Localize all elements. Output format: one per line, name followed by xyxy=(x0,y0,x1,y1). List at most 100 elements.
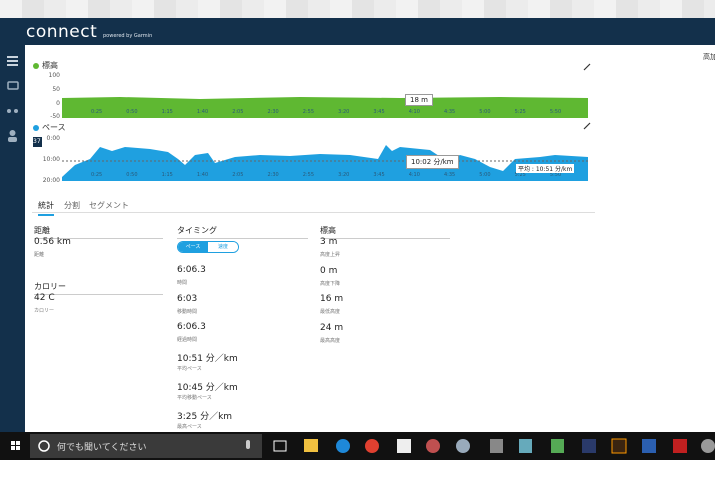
x-axis-label: 0:25 xyxy=(91,172,103,178)
tab-divider xyxy=(32,212,595,213)
stat-label: 平均ペース xyxy=(177,366,202,373)
connections-icon[interactable] xyxy=(7,109,18,113)
tab[interactable]: 分割 xyxy=(64,201,80,210)
toggle[interactable]: ペース 速度 xyxy=(177,241,239,253)
task-view[interactable] xyxy=(273,440,287,452)
logo: connect xyxy=(26,22,98,42)
stat-label: 最低高度 xyxy=(320,309,341,316)
stat-label: カロリー xyxy=(34,308,55,314)
x-axis-label: 1:40 xyxy=(196,172,209,178)
right-panel-label: 高加 xyxy=(703,53,715,61)
sidebar xyxy=(0,45,25,432)
stat-value: 0.56 km xyxy=(34,237,71,247)
mic-icon[interactable] xyxy=(246,440,250,449)
search-placeholder: 何でも聞いてください xyxy=(57,443,147,453)
x-axis-label: 5:25 xyxy=(514,172,526,178)
y-axis-label: 100 xyxy=(48,72,60,79)
badge: 37 xyxy=(33,137,42,147)
stat-label: 最高ペース xyxy=(177,423,202,430)
pace-dot xyxy=(33,125,39,131)
x-axis-label: 2:30 xyxy=(267,172,279,178)
x-axis-label: 5:00 xyxy=(479,109,491,115)
chart-title: 標高 xyxy=(42,61,58,70)
toggle-option: ペース xyxy=(178,242,208,252)
section-heading: カロリー xyxy=(34,281,163,295)
x-axis-label: 2:05 xyxy=(232,109,244,115)
x-axis-label: 3:20 xyxy=(338,172,350,178)
x-axis-label: 5:25 xyxy=(514,109,526,115)
app-icons[interactable] xyxy=(304,438,715,454)
x-axis-label: 2:30 xyxy=(267,109,279,115)
x-axis-label: 2:55 xyxy=(302,109,315,115)
stat-label: 時間 xyxy=(177,280,188,286)
toggle-option: 速度 xyxy=(208,242,238,252)
tooltip: 10:02 分/km xyxy=(406,155,459,169)
x-axis-label: 0:50 xyxy=(126,172,138,178)
profile-icon[interactable] xyxy=(8,130,17,142)
menu-icon[interactable] xyxy=(7,56,18,66)
x-axis-label: 2:55 xyxy=(302,172,315,178)
stat-label: 高度上昇 xyxy=(320,252,341,258)
x-axis-label: 1:15 xyxy=(161,172,173,178)
section-heading: 距離 xyxy=(34,225,163,239)
expand-icon[interactable] xyxy=(583,63,591,130)
x-axis-label: 4:10 xyxy=(408,109,420,115)
x-axis-label: 3:45 xyxy=(373,109,385,115)
y-axis-label: 50 xyxy=(52,86,60,93)
x-axis-label: 1:40 xyxy=(196,109,209,115)
stat-value: 6:03 xyxy=(177,293,198,304)
pace-area xyxy=(62,145,588,181)
x-axis-label: 0:50 xyxy=(126,109,138,115)
stat-label: 距離 xyxy=(34,252,45,258)
x-axis-label: 5:50 xyxy=(549,109,562,115)
elevation-area xyxy=(62,97,588,118)
taskbar-icons xyxy=(11,434,715,458)
chart-graphics xyxy=(33,63,591,181)
stat-label: 高度下降 xyxy=(320,280,341,287)
tagline: powered by Garmin xyxy=(103,33,153,39)
x-axis-label: 3:20 xyxy=(338,109,350,115)
section-heading: 標高 xyxy=(320,225,450,239)
x-axis-label: 5:00 xyxy=(479,172,491,178)
x-axis-label: 3:45 xyxy=(373,172,385,178)
stat-label: 最高高度 xyxy=(320,338,341,345)
stat-value: 24 m xyxy=(320,323,344,334)
y-axis-label: 0:00 xyxy=(46,135,60,142)
stat-label: 平均移動ペース xyxy=(177,394,212,401)
elevation-dot xyxy=(33,63,39,69)
chart-title: ペース xyxy=(42,123,66,132)
x-axis-label: 0:25 xyxy=(91,109,103,115)
search-box[interactable] xyxy=(30,434,262,458)
stat-value: 0 m xyxy=(320,265,338,276)
x-axis-label: 4:35 xyxy=(444,172,456,178)
x-axis-label: 1:15 xyxy=(161,109,173,115)
header-bar xyxy=(0,18,715,45)
search-icon xyxy=(38,440,50,452)
average-label: 平均 : 10:51 分/km xyxy=(516,164,575,173)
x-axis-label: 4:35 xyxy=(444,109,456,115)
inbox-icon[interactable] xyxy=(7,81,19,90)
stat-value: 6:06.3 xyxy=(177,265,206,275)
stat-value: 3 m xyxy=(320,237,338,247)
section-heading: タイミング xyxy=(177,225,308,239)
stat-value: 42 C xyxy=(34,293,55,303)
y-axis-label: 20:00 xyxy=(42,177,60,184)
tab[interactable]: 統計 xyxy=(38,200,54,216)
sidebar-icons xyxy=(7,56,19,142)
tooltip: 18 m xyxy=(405,94,433,106)
stat-value: 3:25 分／km xyxy=(177,411,233,422)
stat-value: 10:45 分／km xyxy=(177,382,238,393)
y-axis-label: 10:00 xyxy=(42,156,60,163)
start-button[interactable] xyxy=(11,441,20,450)
y-axis-label: -50 xyxy=(50,113,60,120)
x-axis-label: 5:50 xyxy=(549,172,562,178)
blurred-strip xyxy=(0,0,715,18)
x-axis-label: 2:05 xyxy=(232,172,244,178)
stat-label: 経過時間 xyxy=(177,337,198,344)
x-axis-label: 4:10 xyxy=(408,172,420,178)
stat-value: 10:51 分／km xyxy=(177,354,238,365)
stat-value: 16 m xyxy=(320,294,344,305)
tab[interactable]: セグメント xyxy=(89,201,129,210)
stat-label: 移動時間 xyxy=(177,308,198,315)
